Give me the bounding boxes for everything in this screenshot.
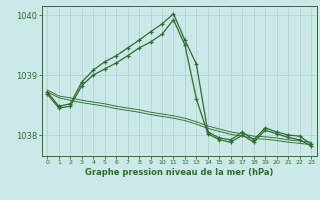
X-axis label: Graphe pression niveau de la mer (hPa): Graphe pression niveau de la mer (hPa)	[85, 168, 273, 177]
